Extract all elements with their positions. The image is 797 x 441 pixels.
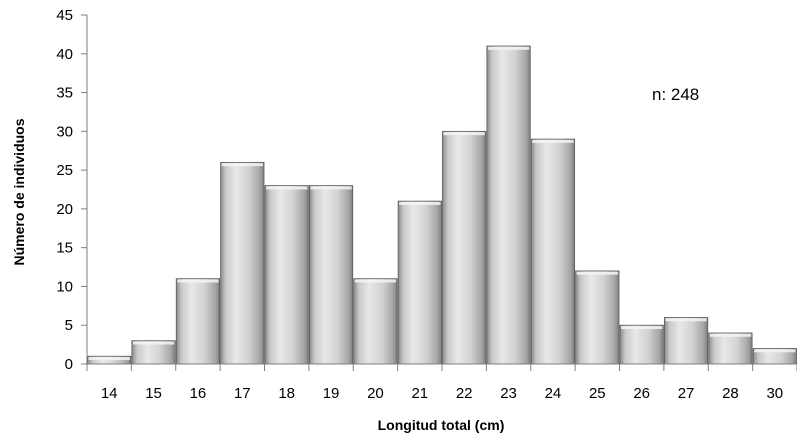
x-tick-label: 20: [367, 385, 384, 402]
bar-14: [87, 355, 132, 365]
y-axis-title: Número de individuos: [11, 118, 27, 265]
x-tick-label: 16: [190, 385, 207, 402]
bar-top-highlight: [532, 139, 574, 143]
bar-top-highlight: [709, 333, 752, 337]
bar-body: [663, 317, 709, 365]
bar-body: [175, 278, 221, 365]
y-tick-label: 45: [56, 7, 73, 24]
x-tick-label: 19: [323, 385, 340, 402]
axes-group: 0 5 10 15 20 25 30 35 40 45 14 15 16 17 18 19 20 21 22 23 24…: [56, 7, 797, 402]
bar-body: [486, 45, 531, 365]
bar-28: [708, 332, 753, 365]
y-tick-label: 35: [56, 85, 73, 102]
bar-top-highlight: [487, 46, 530, 50]
bar-20: [353, 278, 398, 365]
bar-body: [264, 185, 309, 365]
bar-top-highlight: [354, 279, 397, 283]
bar-23: [486, 45, 531, 365]
bar-24: [530, 138, 576, 365]
bar-26: [619, 324, 664, 365]
y-tick-label: 0: [65, 356, 73, 373]
x-tick-label: 27: [678, 385, 695, 402]
x-tick-label: 24: [545, 385, 562, 402]
bar-top-highlight: [177, 279, 219, 283]
bar-top-highlight: [310, 186, 352, 190]
y-tick-label: 20: [56, 201, 73, 218]
bar-25: [575, 270, 620, 365]
bar-top-highlight: [576, 271, 619, 275]
x-tick-label: 28: [722, 385, 739, 402]
bar-top-highlight: [88, 357, 130, 361]
bar-body: [619, 324, 664, 365]
bar-top-highlight: [754, 349, 796, 353]
bar-body: [308, 185, 354, 365]
bar-top-highlight: [221, 163, 264, 167]
x-tick-label: 18: [278, 385, 295, 402]
y-tick-label: 30: [56, 123, 73, 140]
bar-27: [663, 317, 709, 365]
x-tick-label: 30: [766, 385, 783, 402]
x-tick-label: 21: [411, 385, 428, 402]
x-tick-label: 26: [633, 385, 650, 402]
x-tick-label: 22: [456, 385, 473, 402]
bar-17: [220, 161, 265, 365]
x-tick-label: 15: [145, 385, 162, 402]
y-tick-label: 40: [56, 46, 73, 63]
bar-16: [175, 278, 221, 365]
bar-top-highlight: [621, 326, 663, 330]
y-tick-label: 25: [56, 162, 73, 179]
bar-body: [353, 278, 398, 365]
bar-22: [442, 130, 487, 365]
bar-top-highlight: [266, 186, 308, 190]
bar-30: [752, 348, 797, 365]
x-tick-label: 23: [500, 385, 517, 402]
bar-body: [397, 200, 442, 365]
bar-top-highlight: [443, 132, 485, 136]
sample-size-annotation: n: 248: [652, 85, 699, 104]
bar-top-highlight: [132, 341, 175, 345]
y-tick-label: 15: [56, 240, 73, 257]
bar-body: [220, 161, 265, 365]
x-tick-label: 17: [234, 385, 251, 402]
bar-19: [308, 185, 354, 365]
x-axis-title: Longitud total (cm): [378, 417, 505, 433]
bar-body: [530, 138, 576, 365]
bar-body: [575, 270, 620, 365]
bar-top-highlight: [665, 318, 707, 322]
y-tick-label: 10: [56, 278, 73, 295]
x-tick-label: 25: [589, 385, 606, 402]
bar-21: [397, 200, 442, 365]
y-tick-label: 5: [65, 317, 73, 334]
bar-body: [442, 130, 487, 365]
x-tick-label: 14: [101, 385, 118, 402]
bar-body: [708, 332, 753, 365]
bar-top-highlight: [399, 201, 441, 205]
bar-15: [131, 340, 176, 365]
bars-group: [87, 45, 797, 365]
bar-18: [264, 185, 309, 365]
